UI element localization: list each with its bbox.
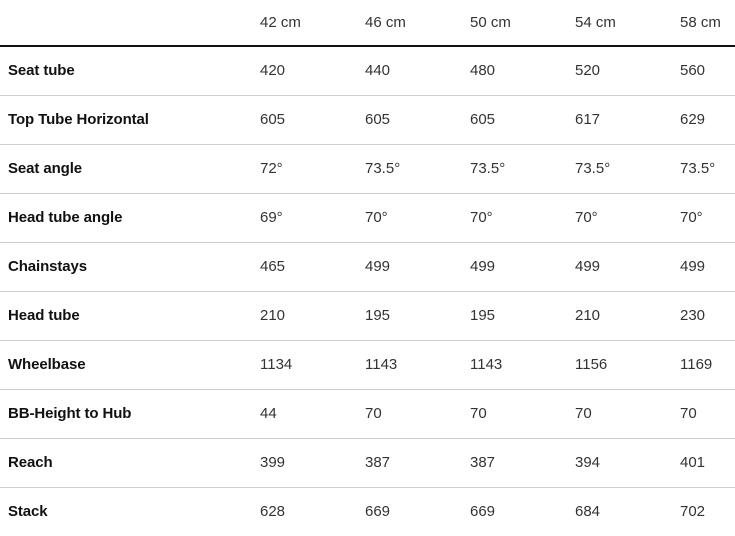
table-cell: 420: [252, 46, 357, 96]
row-label: Head tube angle: [0, 193, 252, 243]
table-cell: 394: [567, 438, 672, 488]
header-corner-cell: [0, 0, 252, 47]
row-label: BB-Height to Hub: [0, 389, 252, 439]
table-row-reach: Reach 399 387 387 394 401: [0, 438, 735, 488]
table-row-bb-height-to-hub: BB-Height to Hub 44 70 70 70 70: [0, 389, 735, 439]
table-row-seat-angle: Seat angle 72° 73.5° 73.5° 73.5° 73.5°: [0, 144, 735, 194]
row-label: Chainstays: [0, 242, 252, 292]
table-cell: 387: [357, 438, 462, 488]
size-header-58: 58 cm: [672, 0, 735, 47]
table-cell: 69°: [252, 193, 357, 243]
table-row-chainstays: Chainstays 465 499 499 499 499: [0, 242, 735, 292]
table-cell: 70°: [462, 193, 567, 243]
table-cell: 605: [252, 95, 357, 145]
table-cell: 617: [567, 95, 672, 145]
table-body: Seat tube 420 440 480 520 560 Top Tube H…: [0, 46, 735, 536]
table-cell: 499: [672, 242, 735, 292]
size-header-42: 42 cm: [252, 0, 357, 47]
header-row: 42 cm 46 cm 50 cm 54 cm 58 cm: [0, 0, 735, 47]
table-cell: 70°: [567, 193, 672, 243]
table-cell: 72°: [252, 144, 357, 194]
row-label: Seat tube: [0, 46, 252, 96]
row-label: Stack: [8, 503, 48, 521]
table-cell: 465: [252, 242, 357, 292]
table-cell: 73.5°: [672, 144, 735, 194]
table-cell: 70°: [672, 193, 735, 243]
table-header: 42 cm 46 cm 50 cm 54 cm 58 cm: [0, 0, 735, 47]
table-cell: 399: [252, 438, 357, 488]
table-cell: 70: [462, 389, 567, 439]
table-row-head-tube-angle: Head tube angle 69° 70° 70° 70° 70°: [0, 193, 735, 243]
table-cell: 73.5°: [357, 144, 462, 194]
table-cell: 44: [252, 389, 357, 439]
table-row-seat-tube: Seat tube 420 440 480 520 560: [0, 46, 735, 96]
table-cell: 73.5°: [462, 144, 567, 194]
size-header-46: 46 cm: [357, 0, 462, 47]
table-cell: 499: [462, 242, 567, 292]
table-cell: 684: [575, 503, 601, 521]
table-row-wheelbase: Wheelbase 1134 1143 1143 1156 1169: [0, 340, 735, 390]
size-header-54: 54 cm: [567, 0, 672, 47]
size-header-50: 50 cm: [462, 0, 567, 47]
table-cell: 1143: [357, 340, 462, 390]
row-label: Head tube: [0, 291, 252, 341]
table-cell: 499: [567, 242, 672, 292]
table-cell: 605: [357, 95, 462, 145]
table-cell: 440: [357, 46, 462, 96]
table-cell: 401: [672, 438, 735, 488]
table-cell: 195: [462, 291, 567, 341]
table-cell: 629: [672, 95, 735, 145]
table-cell: 210: [567, 291, 672, 341]
table-cell: 520: [567, 46, 672, 96]
table-cell: 1143: [462, 340, 567, 390]
table-cell: 702: [680, 503, 706, 521]
table-row-head-tube: Head tube 210 195 195 210 230: [0, 291, 735, 341]
table-cell: 1134: [252, 340, 357, 390]
table-cell: 628: [260, 503, 286, 521]
table-row-top-tube-horizontal: Top Tube Horizontal 605 605 605 617 629: [0, 95, 735, 145]
row-label: Reach: [0, 438, 252, 488]
table-cell: 605: [462, 95, 567, 145]
row-label: Top Tube Horizontal: [0, 95, 252, 145]
row-label: Wheelbase: [0, 340, 252, 390]
table-cell: 387: [462, 438, 567, 488]
table-cell: 70: [567, 389, 672, 439]
table-cell: 1156: [567, 340, 672, 390]
table-cell: 560: [672, 46, 735, 96]
table-row-stack: Stack 628 669 669 684 702: [0, 487, 735, 536]
table-cell: 669: [365, 503, 391, 521]
table-cell: 195: [357, 291, 462, 341]
table-cell: 499: [357, 242, 462, 292]
table-cell: 73.5°: [567, 144, 672, 194]
table-cell: 210: [252, 291, 357, 341]
table-cell: 669: [470, 503, 496, 521]
table-cell: 1169: [672, 340, 735, 390]
table-cell: 70: [672, 389, 735, 439]
row-label: Seat angle: [0, 144, 252, 194]
table-cell: 480: [462, 46, 567, 96]
table-cell: 70: [357, 389, 462, 439]
table-cell: 230: [672, 291, 735, 341]
table-cell: 70°: [357, 193, 462, 243]
